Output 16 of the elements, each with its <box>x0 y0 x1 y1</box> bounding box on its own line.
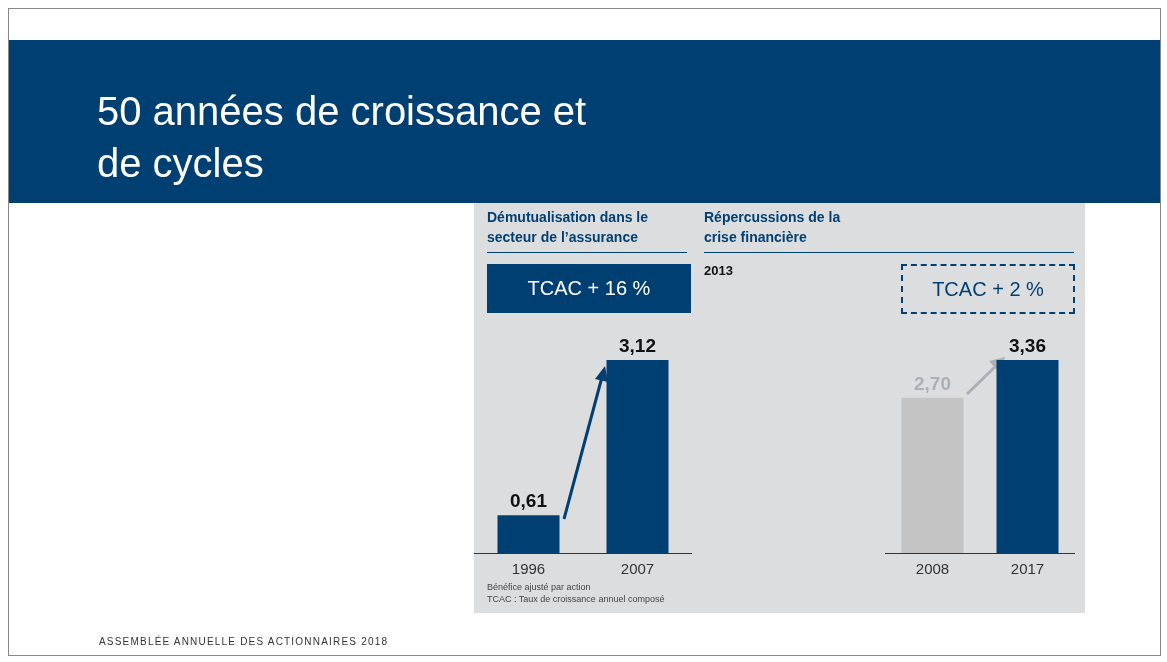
x-tick-label: 2008 <box>915 560 950 577</box>
text: TCAC + 16 % <box>487 264 691 313</box>
text: Bénéfice ajusté par action <box>487 582 591 592</box>
data-label: 3,36 <box>1009 334 1046 356</box>
text: Répercussions de la crise financière <box>704 208 842 247</box>
chart-title: 50 années de croissance et de cycles <box>97 88 588 187</box>
text: TCAC : Taux de croissance annuel composé <box>487 594 665 604</box>
text: ASSEMBLÉE ANNUELLE DES ACTIONNAIRES 2018 <box>99 636 389 647</box>
text: TCAC + 2 % <box>901 264 1075 314</box>
x-tick-label: 2007 <box>620 560 655 577</box>
data-label: 0,61 <box>510 490 548 512</box>
x-tick-label: 2017 <box>1010 560 1045 577</box>
chart-subtitle: Démutualisation dans le secteur de l’assurance <box>487 208 650 247</box>
data-label: 3,12 <box>619 334 656 356</box>
x-tick-label: 1996 <box>511 560 546 577</box>
text: 2013 <box>704 263 733 278</box>
